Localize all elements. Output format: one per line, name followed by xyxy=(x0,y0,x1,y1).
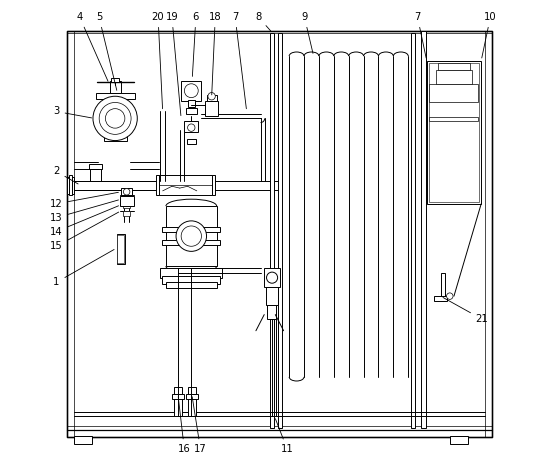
Text: 12: 12 xyxy=(50,192,118,209)
Bar xyxy=(117,234,125,264)
Bar xyxy=(436,70,472,84)
Bar xyxy=(430,84,478,102)
Bar xyxy=(450,436,468,444)
Bar xyxy=(266,287,278,306)
Text: 9: 9 xyxy=(301,12,313,53)
Bar xyxy=(90,167,102,181)
Bar xyxy=(96,93,134,99)
Circle shape xyxy=(446,293,453,300)
Circle shape xyxy=(184,84,198,98)
Bar xyxy=(156,175,160,195)
Bar xyxy=(166,282,217,288)
Text: 17: 17 xyxy=(192,397,207,454)
Bar xyxy=(430,117,478,121)
Text: 3: 3 xyxy=(54,106,92,118)
Bar xyxy=(206,95,217,101)
Bar xyxy=(264,269,280,287)
Bar xyxy=(162,276,220,284)
Bar xyxy=(69,175,72,195)
Circle shape xyxy=(93,96,137,141)
Bar xyxy=(162,227,220,232)
Bar xyxy=(174,398,182,416)
Bar xyxy=(174,387,182,394)
Text: 8: 8 xyxy=(255,12,271,31)
Circle shape xyxy=(99,102,131,134)
Bar xyxy=(411,33,415,428)
Text: 15: 15 xyxy=(50,212,119,251)
Bar xyxy=(112,78,119,82)
Bar xyxy=(172,394,184,399)
Bar xyxy=(184,121,198,132)
Bar xyxy=(187,387,196,394)
Bar xyxy=(270,33,275,428)
Text: 7: 7 xyxy=(232,12,246,109)
Bar xyxy=(109,81,121,93)
Circle shape xyxy=(176,221,206,251)
Bar xyxy=(166,206,217,266)
Bar xyxy=(123,196,131,201)
Bar xyxy=(74,436,92,444)
Bar xyxy=(187,139,196,144)
Bar xyxy=(427,61,481,204)
Text: 4: 4 xyxy=(76,12,108,81)
Bar xyxy=(187,398,196,416)
Text: 18: 18 xyxy=(209,12,222,95)
Bar xyxy=(117,235,124,263)
Text: 5: 5 xyxy=(96,12,117,90)
Bar xyxy=(421,31,426,428)
Bar xyxy=(160,269,222,278)
Bar xyxy=(121,188,132,195)
Bar xyxy=(66,177,74,194)
Text: 19: 19 xyxy=(166,12,181,116)
Text: 21: 21 xyxy=(443,297,488,324)
Text: 2: 2 xyxy=(54,167,78,184)
Bar xyxy=(89,164,102,169)
Text: 7: 7 xyxy=(414,12,426,58)
Bar xyxy=(186,394,198,399)
Bar xyxy=(278,33,282,428)
Circle shape xyxy=(181,226,201,246)
Bar xyxy=(186,108,197,114)
Bar xyxy=(267,306,276,319)
Bar xyxy=(66,31,492,437)
Circle shape xyxy=(187,124,195,131)
Bar xyxy=(438,63,470,70)
Bar xyxy=(205,101,218,116)
Text: 16: 16 xyxy=(178,397,191,454)
Bar xyxy=(162,240,220,245)
Text: 10: 10 xyxy=(482,12,497,58)
Bar xyxy=(187,100,195,107)
Bar xyxy=(120,196,133,206)
Bar xyxy=(123,204,131,208)
Bar xyxy=(157,175,212,194)
Bar xyxy=(441,273,445,301)
Text: 1: 1 xyxy=(54,250,114,287)
Circle shape xyxy=(123,188,130,195)
Bar xyxy=(104,129,127,141)
Bar xyxy=(123,211,131,216)
Bar xyxy=(434,296,446,301)
Circle shape xyxy=(267,272,278,283)
Circle shape xyxy=(105,109,125,128)
Bar xyxy=(429,63,479,202)
Text: 6: 6 xyxy=(193,12,199,76)
Bar xyxy=(181,81,201,101)
Text: 20: 20 xyxy=(152,12,165,109)
Circle shape xyxy=(208,93,215,100)
Text: 14: 14 xyxy=(50,206,118,237)
Bar xyxy=(211,175,215,195)
Text: 11: 11 xyxy=(276,419,294,454)
Text: 13: 13 xyxy=(50,200,118,223)
